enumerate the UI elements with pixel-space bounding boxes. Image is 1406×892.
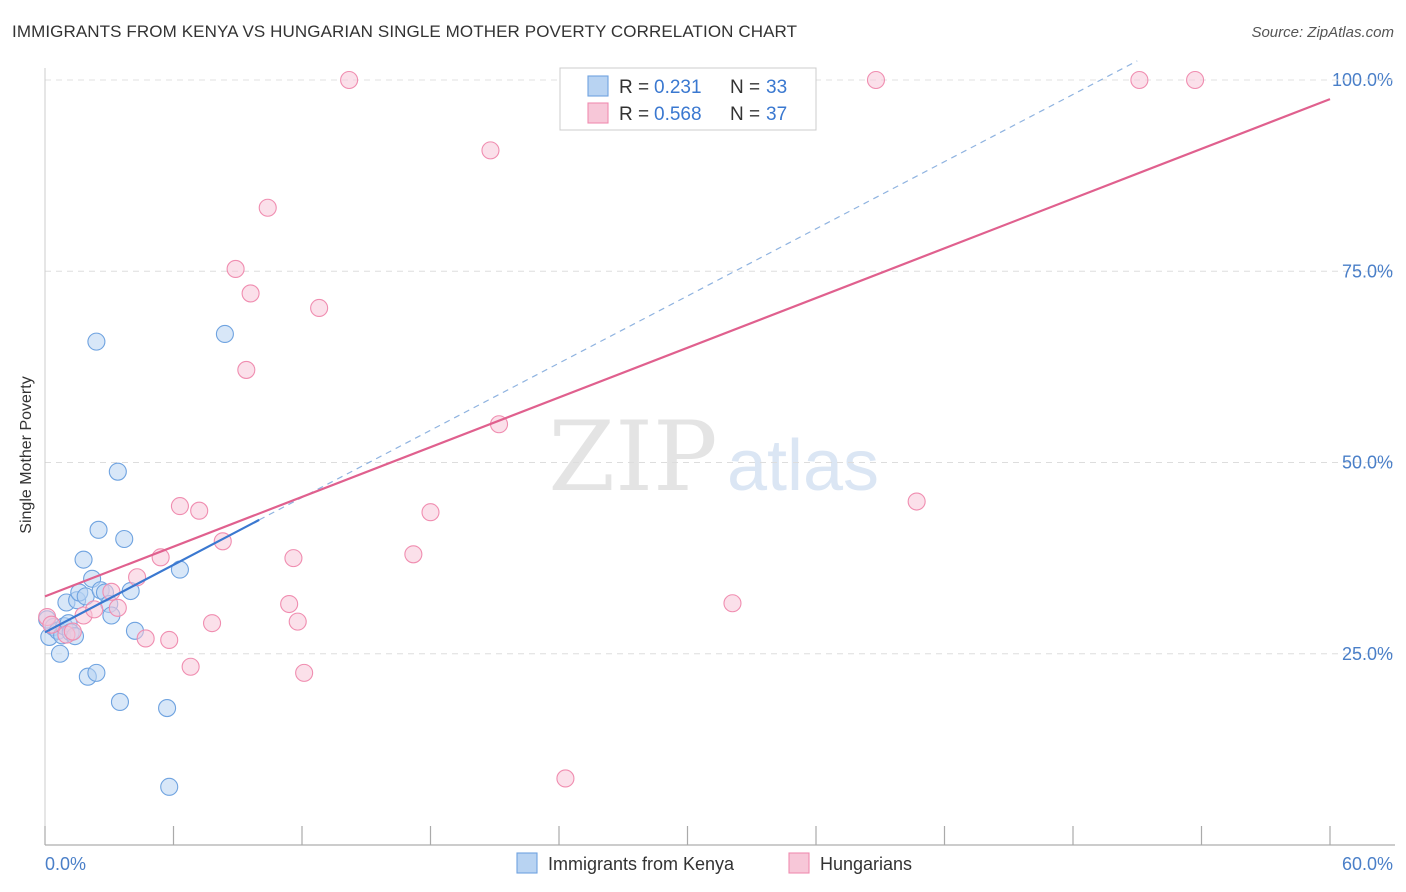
y-tick-label: 25.0% [1342, 644, 1393, 664]
data-point [136, 629, 155, 648]
data-point [241, 284, 260, 303]
legend-swatch [587, 75, 609, 97]
data-point [87, 663, 106, 682]
data-point [115, 529, 134, 549]
data-point [258, 198, 277, 217]
legend-r-label: R = [619, 77, 649, 98]
legend-n-label: N = [730, 104, 760, 125]
x-tick-label: 60.0% [1342, 854, 1393, 874]
bottom-legend-swatch [516, 852, 538, 874]
data-point [280, 594, 299, 614]
legend-r-label: R = [619, 104, 649, 125]
bottom-legend: Immigrants from Kenya Hungarians [516, 852, 912, 874]
series-hungarians [38, 70, 1205, 788]
data-point [237, 360, 256, 379]
trendline-kenya [44, 518, 260, 634]
data-point [170, 497, 189, 516]
data-point [340, 70, 359, 90]
bottom-legend-swatch [788, 852, 810, 874]
legend-n-value: 37 [766, 104, 787, 125]
data-point [288, 612, 307, 631]
watermark-zip: ZIP [548, 401, 717, 513]
x-tick-label: 0.0% [45, 854, 86, 874]
data-point [284, 549, 303, 568]
y-tick-label: 75.0% [1342, 261, 1393, 281]
legend-r-value: 0.568 [654, 104, 702, 125]
trendline-kenya-extended [258, 60, 1138, 521]
data-point [181, 657, 200, 676]
y-tick-label: 50.0% [1342, 453, 1393, 473]
watermark-atlas: atlas [727, 426, 879, 506]
data-point [1130, 70, 1149, 90]
data-point [481, 141, 500, 160]
legend-swatch [587, 102, 609, 124]
chart-title: IMMIGRANTS FROM KENYA VS HUNGARIAN SINGL… [12, 22, 798, 41]
data-point [295, 663, 314, 682]
data-point [421, 503, 440, 522]
data-point [1186, 70, 1205, 90]
data-point [108, 598, 127, 617]
bottom-legend-label: Immigrants from Kenya [548, 854, 735, 874]
trendline-hungarians [44, 98, 1331, 598]
data-point [190, 501, 209, 520]
data-point [404, 545, 423, 564]
data-point [63, 622, 82, 641]
data-point [74, 550, 93, 569]
legend-n-label: N = [730, 77, 760, 98]
data-point [723, 594, 742, 613]
data-point [907, 492, 926, 511]
data-point [160, 630, 179, 650]
data-point [226, 259, 245, 279]
legend-r-value: 0.231 [654, 77, 702, 98]
data-point [110, 692, 130, 711]
data-point [866, 70, 886, 90]
data-point [203, 614, 222, 633]
source-label: Source: ZipAtlas.com [1251, 24, 1394, 41]
legend-box: R = 0.231 N = 33 R = 0.568 N = 37 [559, 67, 817, 131]
data-point [50, 644, 70, 663]
data-point [108, 462, 127, 481]
y-tick-label: 100.0% [1332, 70, 1393, 90]
bottom-legend-label: Hungarians [820, 854, 912, 874]
data-point [215, 324, 234, 344]
data-point [87, 332, 106, 351]
data-point [158, 699, 177, 718]
data-point [310, 298, 329, 318]
data-point [556, 769, 575, 788]
data-point [89, 520, 108, 539]
data-point [160, 777, 179, 796]
legend-n-value: 33 [766, 77, 787, 98]
